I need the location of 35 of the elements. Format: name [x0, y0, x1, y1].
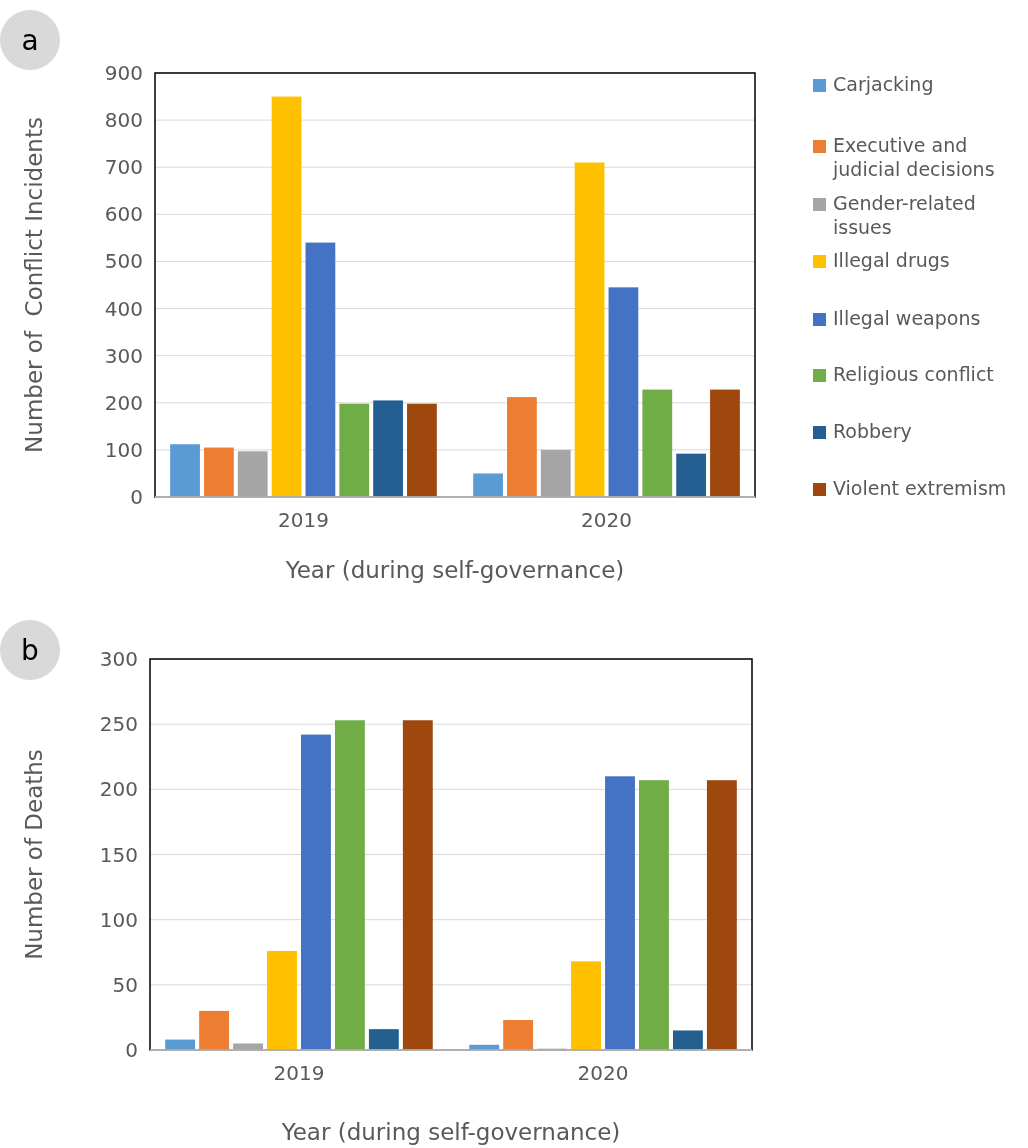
x-tick-label: 2019 [273, 1061, 325, 1085]
legend-label: Violent extremism [833, 477, 1007, 499]
y-tick-label: 200 [104, 390, 143, 415]
y-tick-label: 150 [99, 842, 138, 867]
y-tick-label: 250 [99, 712, 138, 737]
x-tick-label: 2020 [577, 1061, 629, 1085]
legend-label: Carjacking [833, 73, 934, 95]
y-tick-label: 300 [99, 647, 138, 671]
x-tick-label: 2019 [278, 508, 329, 532]
y-tick-label: 700 [104, 155, 143, 180]
x-axis-title: Year (during self-governance) [280, 1119, 621, 1145]
legend-label: Illegal weapons [833, 307, 981, 329]
y-tick-label: 600 [104, 202, 143, 227]
y-tick-label: 400 [104, 296, 143, 321]
x-axis-title: Year (during self-governance) [284, 557, 625, 583]
text: a [21, 23, 39, 57]
legend-label: Gender-related issues [833, 192, 976, 238]
y-axis-title: Number of Conflict Incidents [21, 117, 47, 453]
y-tick-label: 50 [112, 972, 138, 997]
legend-label: Religious conflict [833, 363, 994, 385]
y-tick-label: 800 [104, 108, 143, 133]
legend-label: Executive and judicial decisions [832, 134, 995, 180]
y-tick-label: 0 [130, 485, 143, 509]
x-tick-label: 2020 [581, 508, 632, 532]
text: b [21, 633, 39, 667]
y-tick-label: 200 [99, 777, 138, 802]
y-tick-label: 100 [99, 907, 138, 932]
y-axis-title: Number of Deaths [21, 749, 47, 960]
y-tick-label: 100 [104, 437, 143, 462]
y-tick-label: 300 [104, 343, 143, 368]
legend-label: Illegal drugs [833, 249, 950, 271]
y-tick-label: 500 [104, 249, 143, 274]
y-tick-label: 0 [125, 1038, 138, 1062]
y-tick-label: 900 [104, 61, 143, 85]
legend-label: Robbery [833, 420, 912, 442]
